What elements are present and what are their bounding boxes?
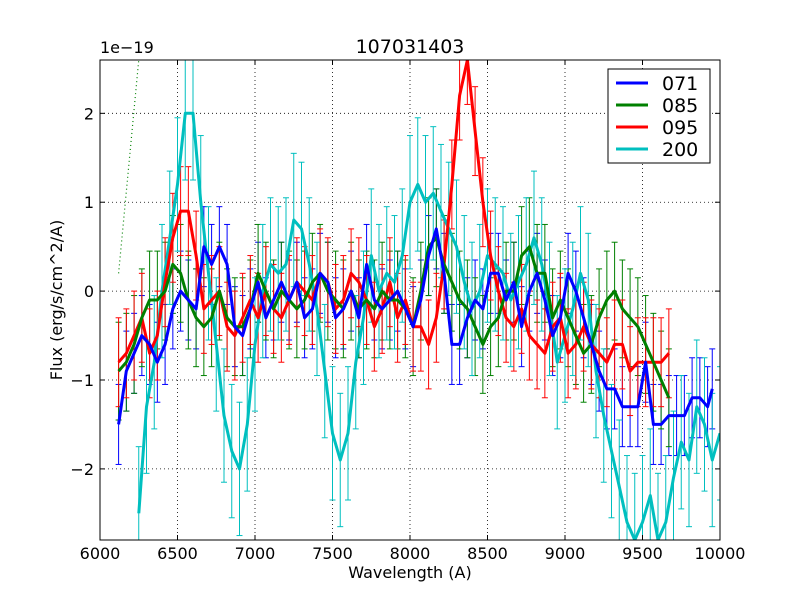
- y-scale-label: 1e−19: [100, 38, 154, 57]
- x-tick-label: 8000: [390, 544, 431, 563]
- series-layer: [115, 60, 720, 540]
- x-axis-label: Wavelength (A): [348, 563, 471, 582]
- y-tick-label: −1: [70, 371, 94, 390]
- series-line-085: [117, 236, 671, 399]
- x-tick-label: 9500: [622, 544, 663, 563]
- y-tick-label: 2: [84, 104, 94, 123]
- x-tick-label: 8500: [467, 544, 508, 563]
- x-tick-label: 7500: [312, 544, 353, 563]
- x-tick-label: 10000: [695, 544, 746, 563]
- x-tick-label: 6000: [80, 544, 121, 563]
- legend-label-200: 200: [662, 139, 698, 161]
- legend-label-085: 085: [662, 95, 698, 117]
- x-tick-label: 7000: [235, 544, 276, 563]
- series-line-071: [117, 227, 714, 426]
- y-tick-label: 0: [84, 282, 94, 301]
- y-tick-label: −2: [70, 460, 94, 479]
- legend-box: [607, 68, 711, 164]
- y-tick-label: 1: [84, 193, 94, 212]
- legend-label-071: 071: [662, 73, 698, 95]
- series-line-200: [137, 111, 720, 540]
- y-axis-label: Flux (erg/s/cm^2/A): [47, 220, 66, 381]
- x-tick-label: 6500: [157, 544, 198, 563]
- plot-area: [115, 60, 720, 540]
- ticks: 6000 6500 7000 7500 8000 8500 9000 9500 10000 −2 −…: [70, 60, 745, 563]
- chart-title: 107031403: [356, 36, 465, 58]
- legend-label-095: 095: [662, 117, 698, 139]
- x-tick-label: 9000: [545, 544, 586, 563]
